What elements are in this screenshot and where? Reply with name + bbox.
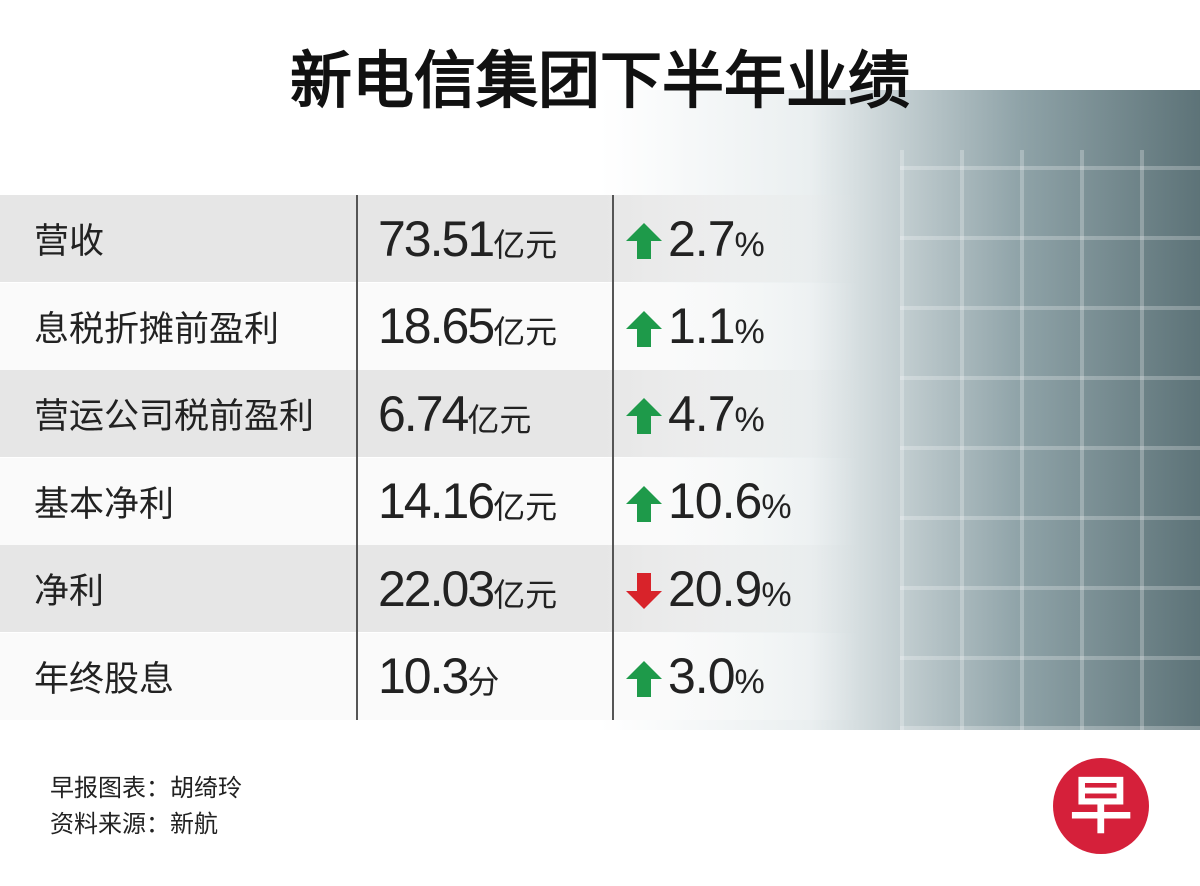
row-label: 基本净利 <box>34 484 175 525</box>
value-unit: 亿元 <box>493 575 558 614</box>
arrow-shape <box>626 310 662 347</box>
value-unit: 分 <box>467 663 500 701</box>
arrow-shape <box>626 223 662 259</box>
row-value: 6.74亿元 <box>378 385 531 443</box>
row-change: 4.7% <box>668 385 765 443</box>
trend-arrow <box>626 310 662 347</box>
column-divider <box>356 195 358 720</box>
row-value: 18.65亿元 <box>378 297 557 355</box>
percent-sign: % <box>734 400 765 439</box>
source: 资料来源：新航 <box>50 810 218 838</box>
percent-sign: % <box>734 663 765 701</box>
arrow-shape <box>626 398 662 434</box>
logo: 早 <box>1053 758 1149 854</box>
building-facade <box>900 150 1200 730</box>
row-value: 10.3分 <box>378 647 499 705</box>
table-row: 年终股息 10.3分 3.0% <box>0 632 860 720</box>
trend-arrow <box>626 660 662 697</box>
trend-arrow <box>626 223 662 259</box>
credit: 早报图表：胡绮玲 <box>50 774 242 802</box>
row-label: 息税折摊前盈利 <box>34 309 280 350</box>
row-label: 营运公司税前盈利 <box>34 397 315 437</box>
row-value: 73.51亿元 <box>378 210 557 268</box>
value-unit: 亿元 <box>467 400 532 439</box>
value-number: 22.03 <box>378 560 495 617</box>
row-change: 10.6% <box>668 472 792 530</box>
value-number: 6.74 <box>378 385 469 442</box>
table-row: 营收 73.51亿元 2.7% <box>0 195 860 282</box>
trend-arrow <box>626 485 662 522</box>
value-unit: 亿元 <box>493 313 558 351</box>
value-number: 18.65 <box>378 298 495 354</box>
value-unit: 亿元 <box>493 225 558 264</box>
row-change: 20.9% <box>668 560 792 618</box>
arrow-shape <box>626 485 662 522</box>
value-number: 14.16 <box>378 473 495 529</box>
row-value: 22.03亿元 <box>378 560 557 618</box>
arrow-shape <box>626 660 662 697</box>
change-number: 1.1 <box>668 298 736 354</box>
row-label: 年终股息 <box>34 659 175 700</box>
percent-sign: % <box>734 225 765 264</box>
value-unit: 亿元 <box>493 488 558 526</box>
column-divider <box>612 195 614 720</box>
change-number: 3.0 <box>668 648 736 704</box>
arrow-shape <box>626 573 662 609</box>
row-label: 营收 <box>34 222 105 262</box>
percent-sign: % <box>761 575 791 614</box>
change-number: 10.6 <box>668 473 762 529</box>
row-label: 净利 <box>34 572 105 612</box>
trend-arrow <box>626 573 662 609</box>
table-row: 息税折摊前盈利 18.65亿元 1.1% <box>0 282 860 370</box>
table-row: 净利 22.03亿元 20.9% <box>0 545 860 632</box>
row-change: 3.0% <box>668 647 765 705</box>
change-number: 2.7 <box>668 210 736 267</box>
value-number: 10.3 <box>378 648 469 704</box>
value-number: 73.51 <box>378 210 495 267</box>
row-change: 2.7% <box>668 210 765 268</box>
row-value: 14.16亿元 <box>378 472 557 530</box>
table-row: 营运公司税前盈利 6.74亿元 4.7% <box>0 370 860 457</box>
title: 新电信集团下半年业绩 <box>289 44 910 117</box>
change-number: 20.9 <box>668 560 762 617</box>
percent-sign: % <box>761 488 791 526</box>
table-row: 基本净利 14.16亿元 10.6% <box>0 457 860 545</box>
percent-sign: % <box>734 313 765 351</box>
trend-arrow <box>626 398 662 434</box>
change-number: 4.7 <box>668 385 736 442</box>
row-change: 1.1% <box>668 297 765 355</box>
